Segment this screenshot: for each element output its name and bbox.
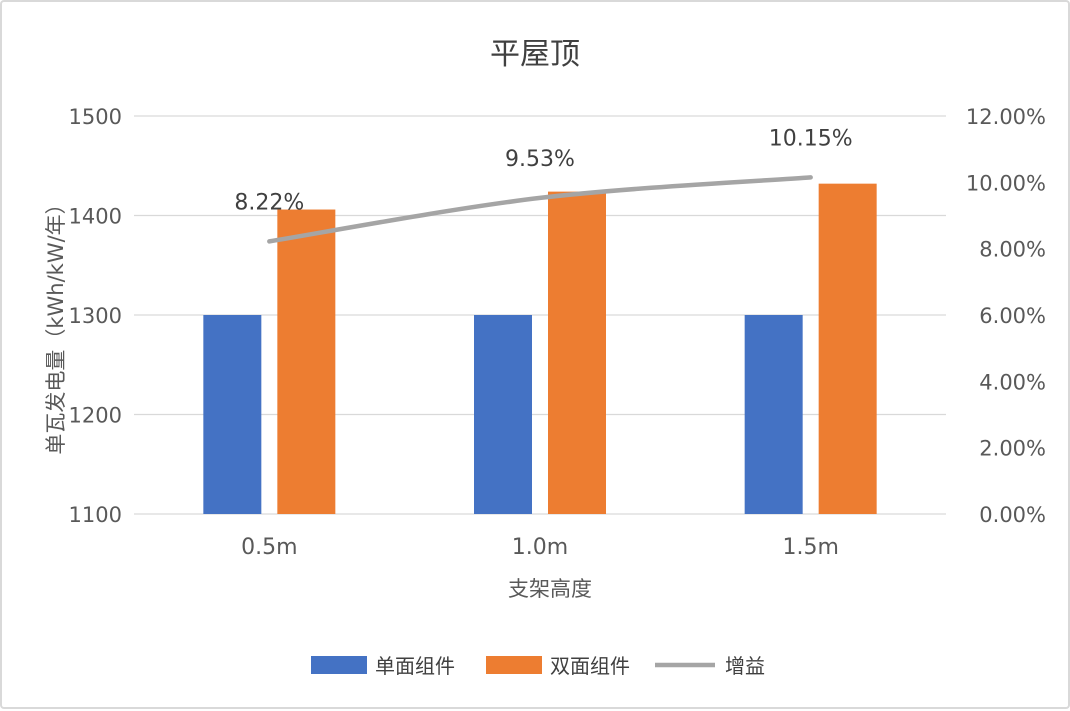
bar-bifacial [818,183,877,514]
chart-title: 平屋顶 [490,37,580,72]
x-tick-label: 1.5m [782,535,838,560]
tick-labels: 1500 1400 1300 1200 1100 12.00% 10.00% 8.00% 6.0… [69,105,1046,560]
x-tick-label: 0.5m [241,535,297,560]
y-axis-label: 单瓦发电量（kWh/kW/年） [44,193,68,454]
y-tick-label: 1400 [69,205,122,229]
legend: 单面组件 双面组件 增益 [311,654,765,678]
gain-data-label: 10.15% [769,126,853,151]
gain-line [267,175,813,244]
gain-line-layer: 8.22% 9.53% 10.15% [234,126,853,244]
y2-tick-label: 8.00% [979,238,1046,262]
legend-swatch-bifacial [486,656,542,674]
y2-tick-label: 10.00% [966,171,1046,195]
gridlines [134,115,946,515]
y-tick-label: 1200 [69,404,122,428]
y-tick-label: 1500 [69,105,122,129]
y-tick-label: 1300 [69,304,122,328]
y2-tick-label: 12.00% [966,105,1046,129]
bar-mono [474,315,532,514]
bar-mono [744,315,803,514]
legend-label: 单面组件 [375,654,455,678]
x-axis-label: 支架高度 [508,577,592,601]
legend-label: 双面组件 [550,654,630,678]
y2-tick-label: 6.00% [979,304,1046,328]
gain-data-label: 9.53% [505,147,575,172]
legend-label: 增益 [725,654,765,678]
bar-mono [203,315,262,514]
y2-tick-label: 4.00% [979,370,1046,394]
gain-data-label: 8.22% [234,190,304,215]
x-tick-label: 1.0m [512,535,568,560]
legend-swatch-mono [311,656,367,674]
y-tick-label: 1100 [69,503,122,527]
bars [203,183,877,514]
bar-bifacial [277,209,336,514]
bar-bifacial [548,191,606,514]
y2-tick-label: 2.00% [979,437,1046,461]
y2-tick-label: 0.00% [979,503,1046,527]
